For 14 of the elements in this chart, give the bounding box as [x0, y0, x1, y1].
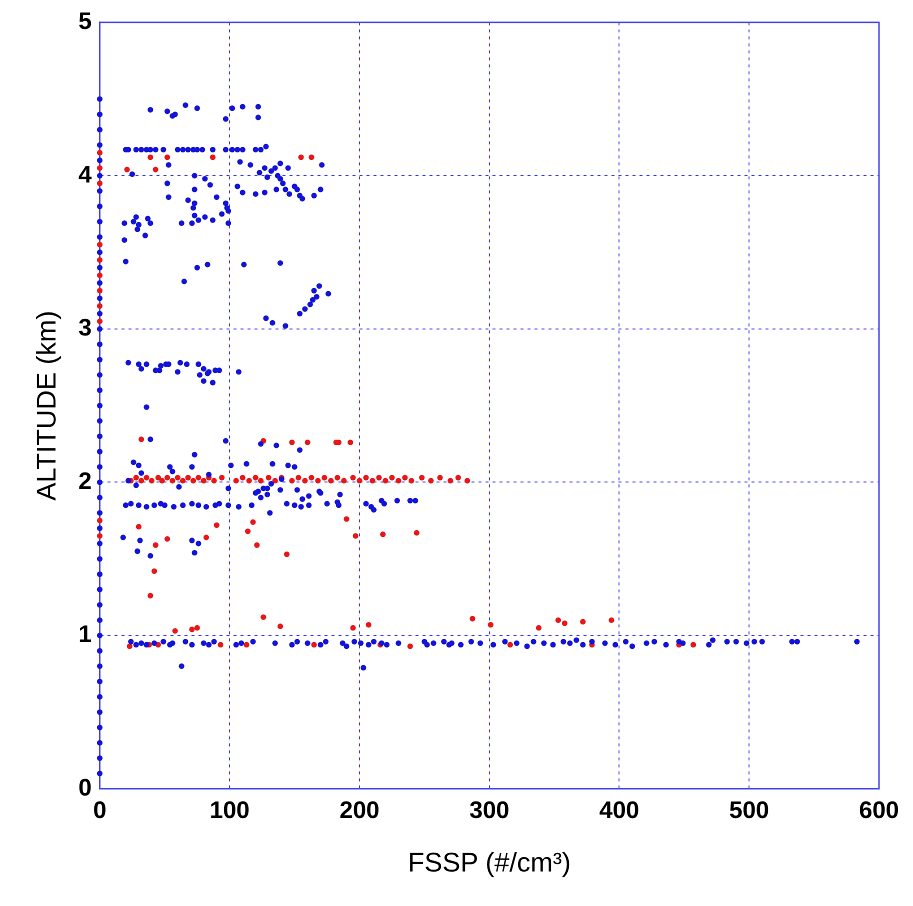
- y-tick-label: 4: [78, 161, 92, 188]
- y-tick-label: 1: [78, 621, 92, 648]
- x-tick-label: 400: [599, 796, 640, 824]
- y-tick-label: 2: [78, 468, 92, 495]
- x-tick-label: 200: [339, 796, 380, 824]
- y-tick-label: 0: [78, 774, 92, 802]
- x-tick-label: 500: [729, 796, 770, 824]
- y-tick-label: 5: [78, 8, 92, 36]
- x-tick-label: 300: [469, 796, 510, 824]
- x-tick-label: 600: [858, 796, 900, 824]
- y-axis-title: ALTITUDE (km): [32, 310, 62, 501]
- y-tick-label: 3: [78, 314, 92, 342]
- x-axis-title: FSSP (#/cm³): [408, 847, 571, 878]
- x-tick-label: 100: [210, 796, 250, 824]
